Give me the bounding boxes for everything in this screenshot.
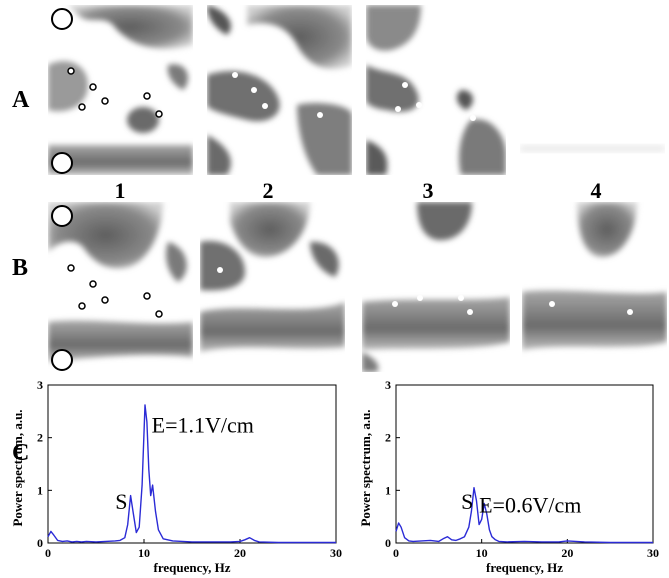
y-tick-label: 3 <box>37 378 43 392</box>
x-tick-label: 20 <box>561 546 573 560</box>
x-tick-label: 30 <box>330 546 342 560</box>
y-tick-label: 0 <box>37 536 43 550</box>
row-label-b: B <box>12 255 29 281</box>
x-axis-label: frequency, Hz <box>486 560 563 575</box>
plot-frame <box>47 384 337 544</box>
x-axis-label: frequency, Hz <box>153 560 230 575</box>
panel-a4 <box>520 5 665 175</box>
column-label-2: 2 <box>262 178 274 203</box>
y-tick-label: 1 <box>37 483 43 497</box>
spectrum-line <box>47 404 336 544</box>
y-axis-label: Power spectrum, a.u. <box>10 409 25 526</box>
y-tick-label: 1 <box>385 483 391 497</box>
panel-b1 <box>48 202 193 372</box>
plot-frame <box>395 384 654 544</box>
x-tick-label: 30 <box>647 546 659 560</box>
annotation-label: E=1.1V/cm <box>152 412 254 437</box>
y-tick-label: 3 <box>385 378 391 392</box>
x-tick-label: 10 <box>138 546 150 560</box>
column-label-4: 4 <box>590 178 602 203</box>
y-tick-label: 2 <box>37 431 43 445</box>
row-label-c: C <box>12 440 30 466</box>
panel-a3 <box>366 5 506 175</box>
spectrum-line <box>395 486 653 544</box>
y-axis-label: Power spectrum, a.u. <box>358 409 373 526</box>
x-tick-label: 20 <box>234 546 246 560</box>
x-tick-label: 10 <box>476 546 488 560</box>
annotation-label: E=0.6V/cm <box>479 492 581 517</box>
annotation-label: S <box>115 489 127 514</box>
y-tick-label: 0 <box>385 536 391 550</box>
column-label-3: 3 <box>422 178 434 203</box>
y-tick-label: 2 <box>385 431 391 445</box>
panel-a2 <box>207 5 352 175</box>
panel-b4 <box>522 202 667 372</box>
panel-b3 <box>362 202 510 372</box>
column-label-1: 1 <box>114 178 126 203</box>
panel-b2 <box>200 202 345 372</box>
panel-a1 <box>48 5 193 175</box>
x-tick-label: 0 <box>393 546 399 560</box>
annotation-label: S <box>461 489 473 514</box>
row-label-a: A <box>12 87 30 113</box>
x-tick-label: 0 <box>45 546 51 560</box>
